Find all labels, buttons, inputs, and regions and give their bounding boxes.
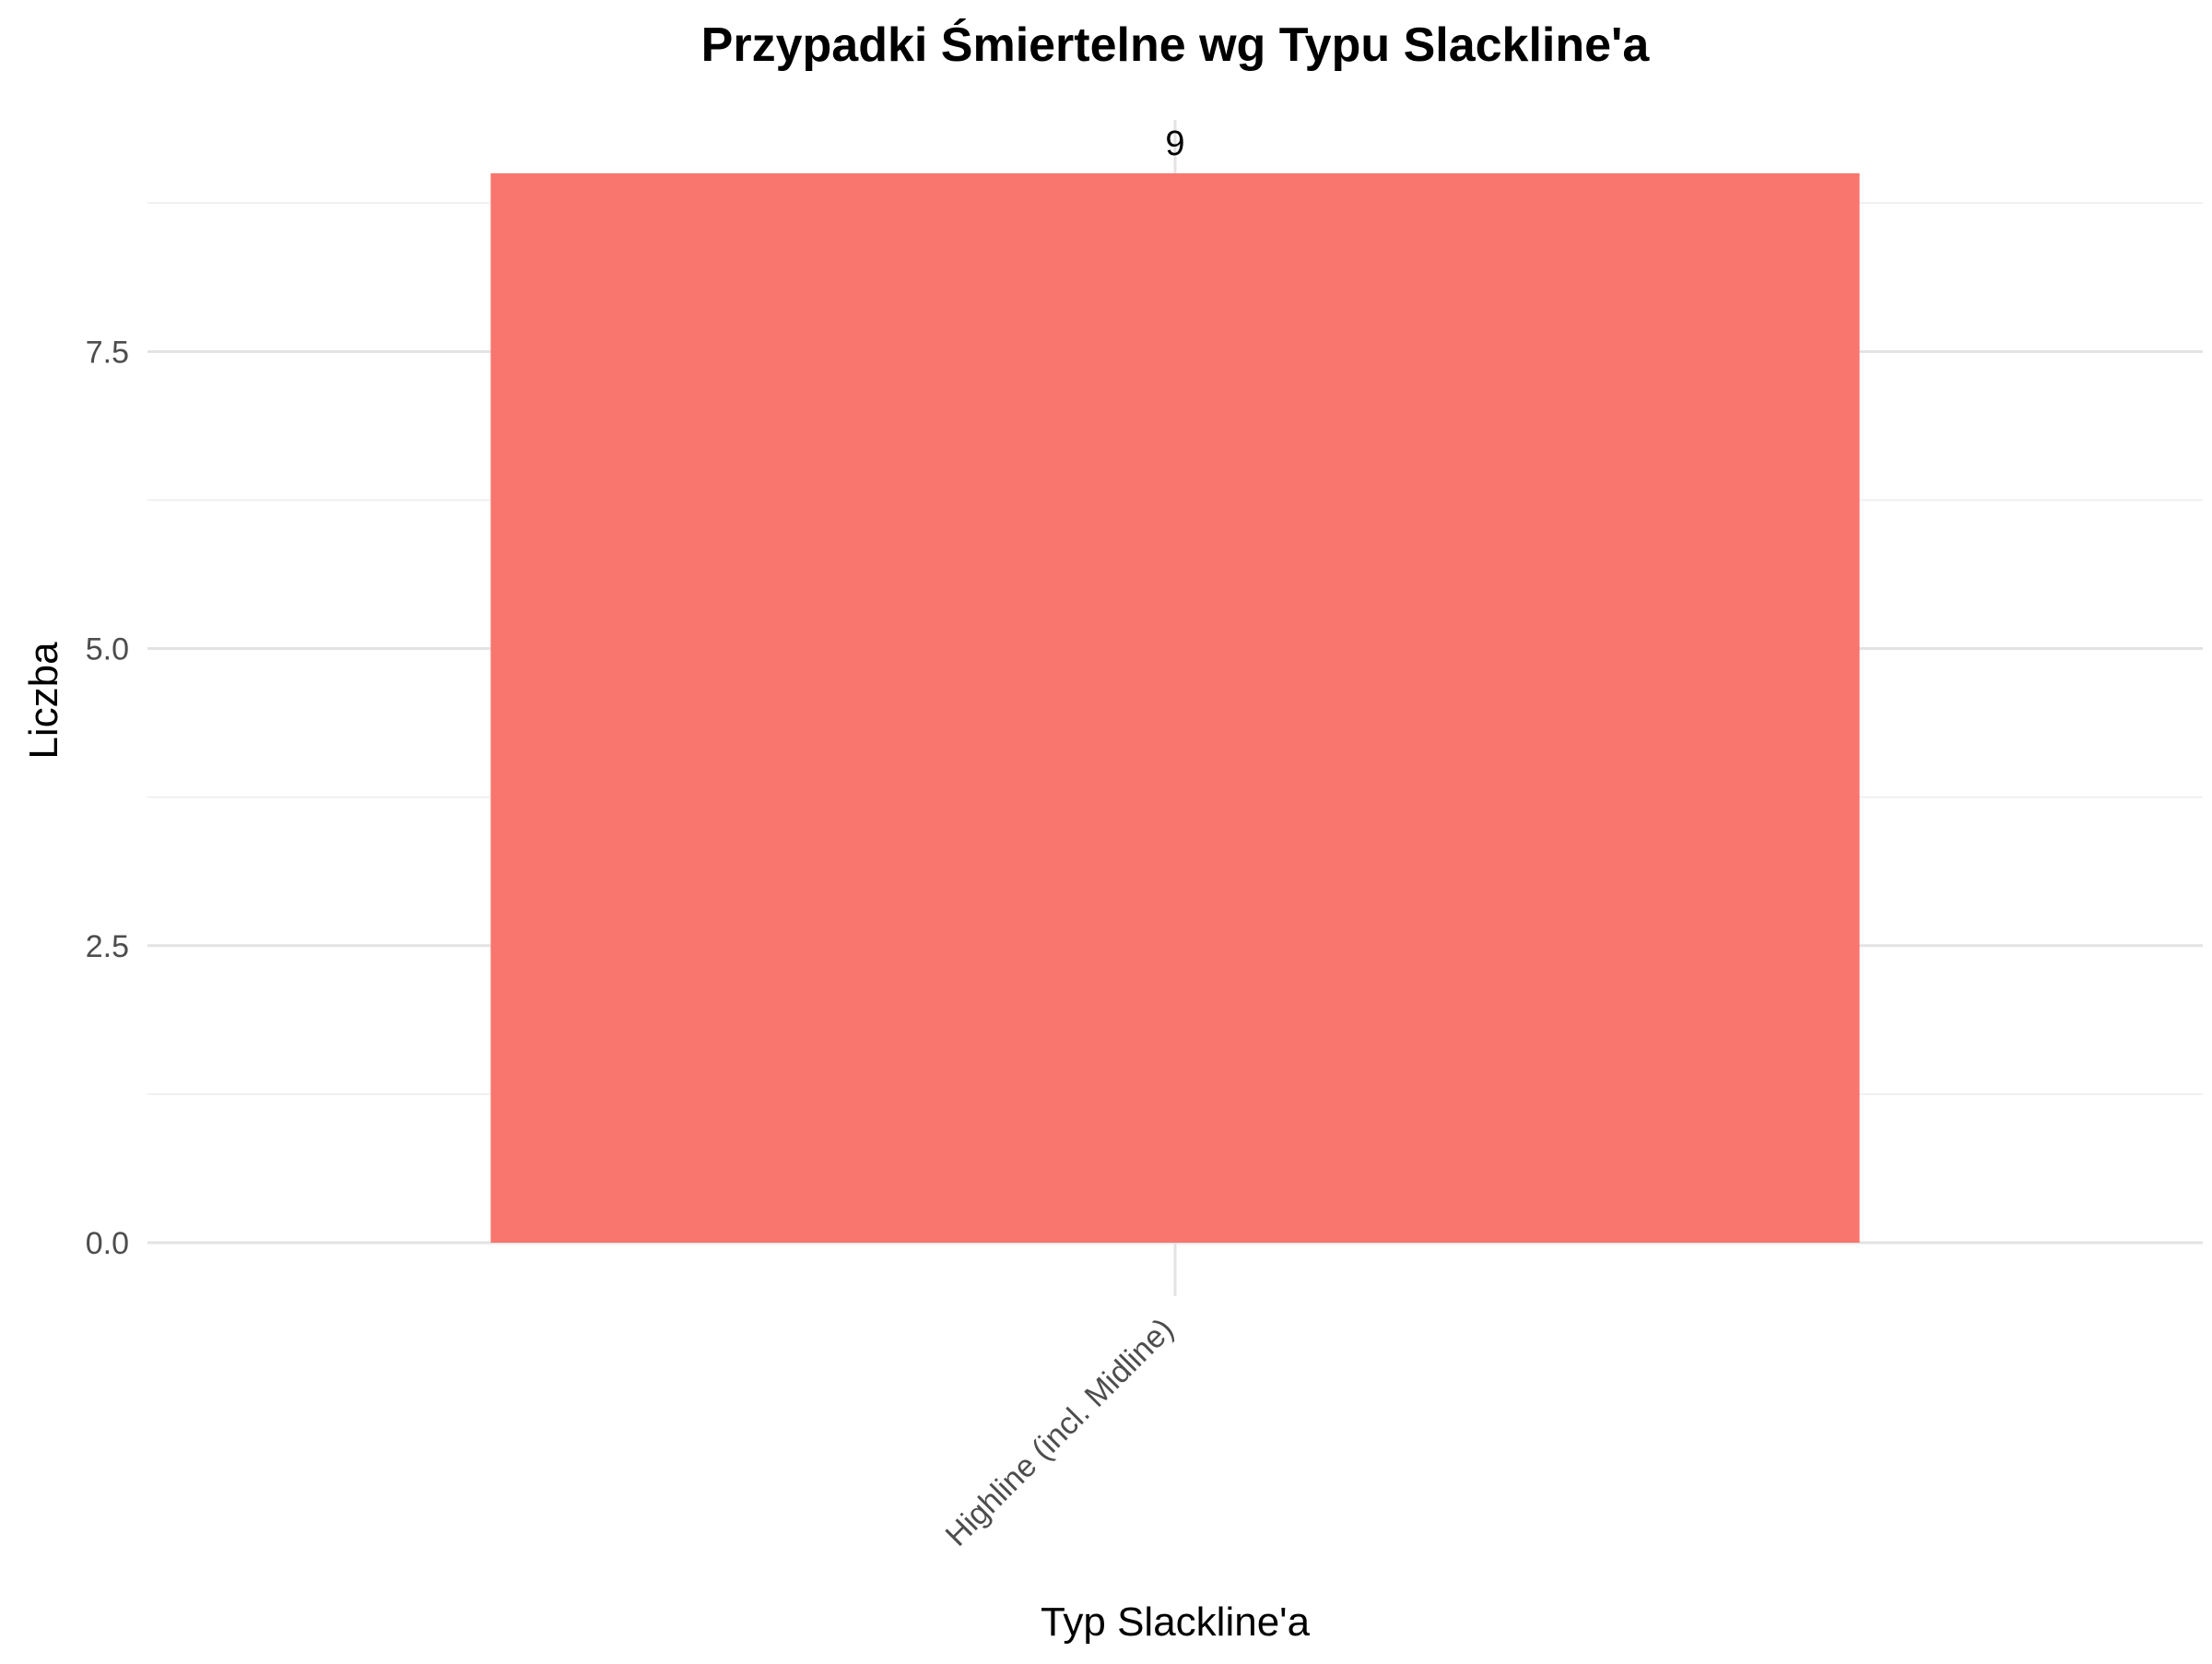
x-axis-title: Typ Slackline'a: [1041, 1599, 1311, 1645]
bar: [490, 173, 1860, 1243]
y-tick-label: 7.5: [86, 335, 129, 370]
y-tick-label: 0.0: [86, 1226, 129, 1261]
chart-title: Przypadki Śmiertelne wg Typu Slackline'a: [701, 18, 1651, 72]
y-tick-label: 2.5: [86, 929, 129, 964]
bars-layer: [490, 173, 1860, 1243]
y-tick-label: 5.0: [86, 632, 129, 667]
bar-value-label: 9: [1165, 124, 1184, 163]
y-axis-title: Liczba: [21, 642, 66, 760]
x-tick-label: Highline (incl. Midline): [939, 1312, 1181, 1553]
